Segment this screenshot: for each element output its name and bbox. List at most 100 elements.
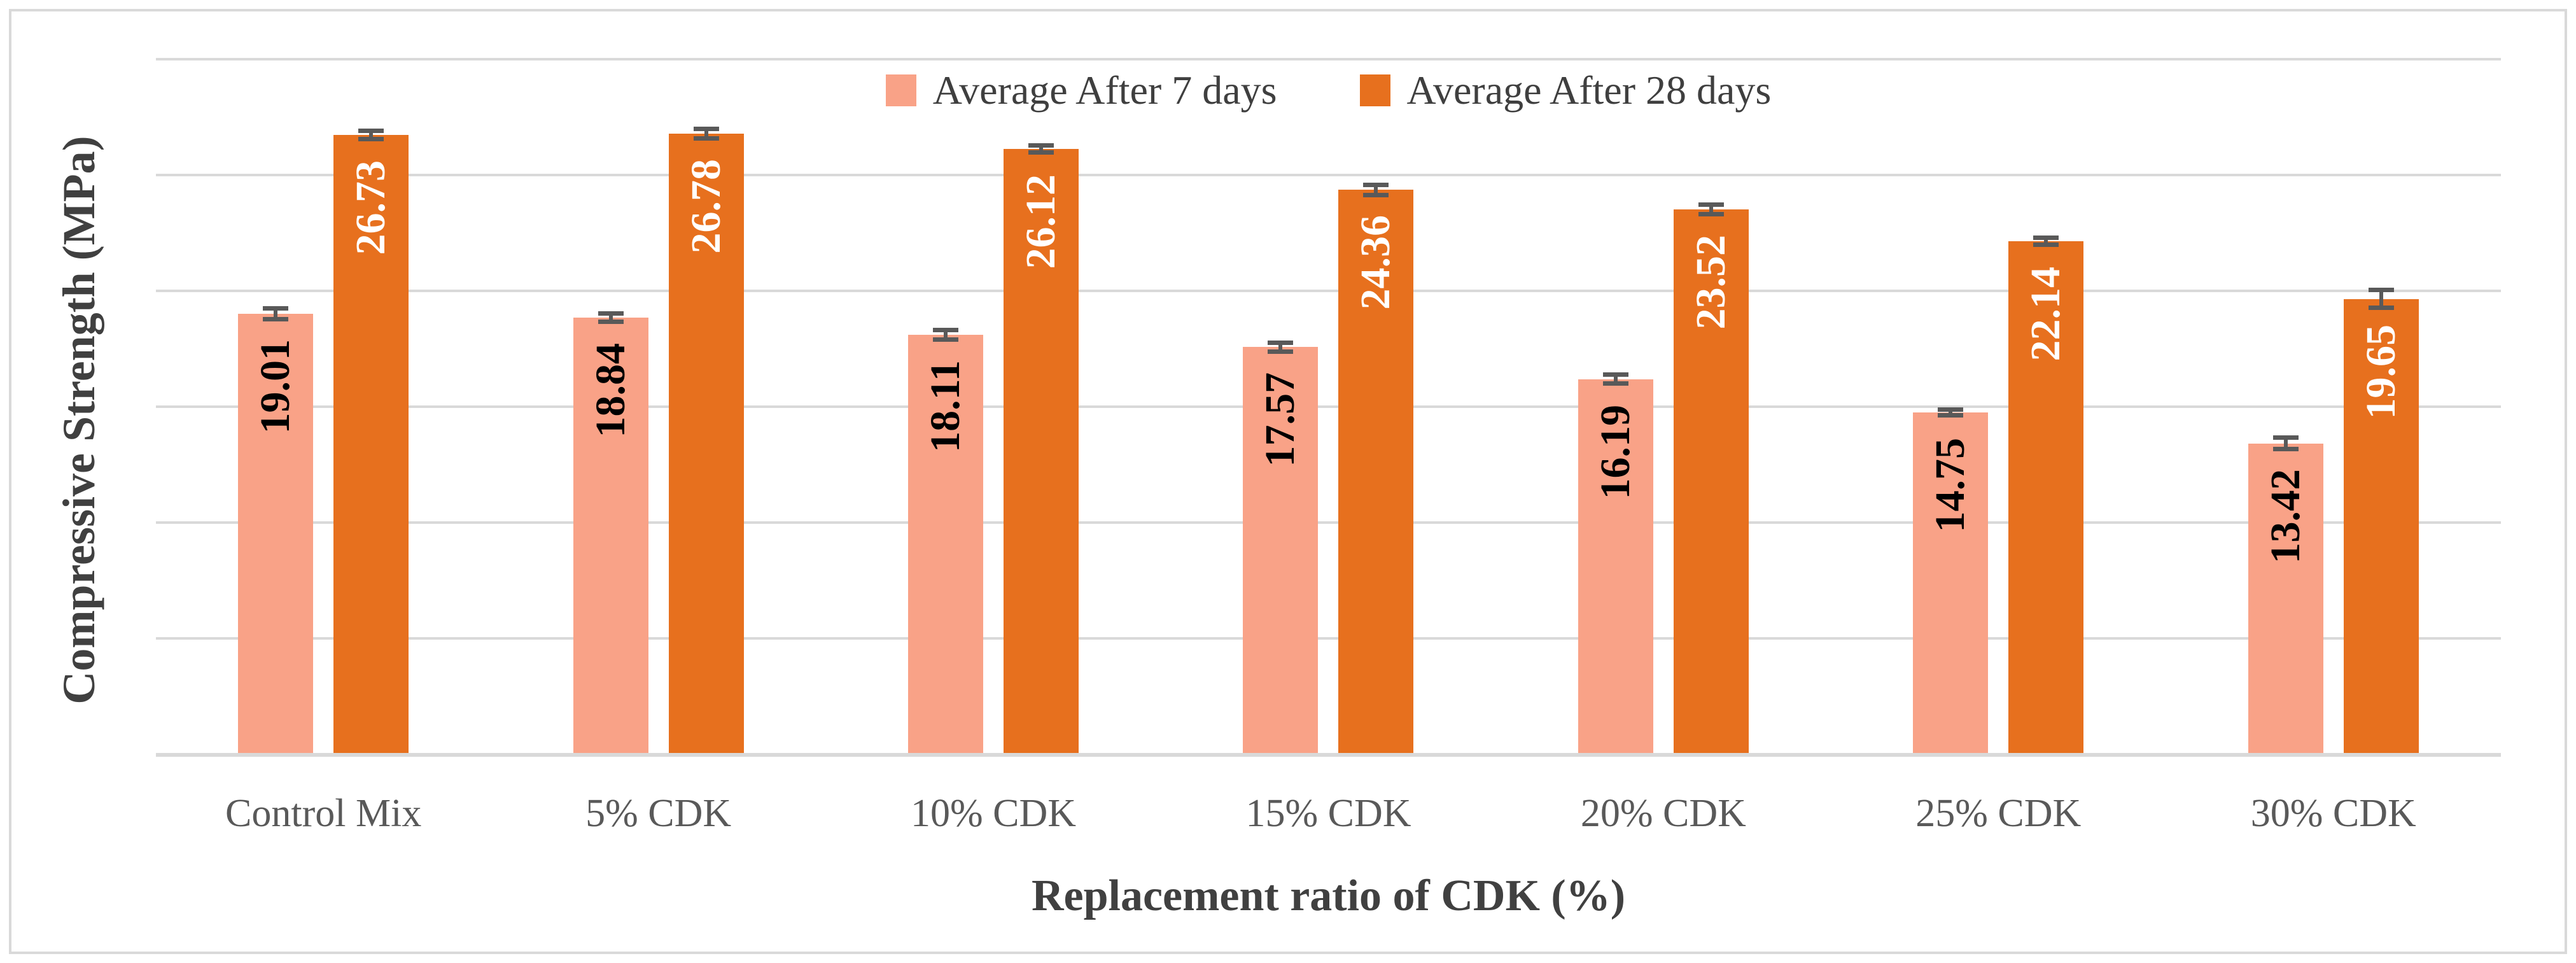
- error-bar-top-cap: [1602, 372, 1628, 377]
- error-bar-stem: [1613, 372, 1618, 386]
- error-bar: [693, 127, 719, 141]
- error-bar: [2033, 235, 2059, 248]
- error-bar-stem: [944, 327, 948, 342]
- bar: 14.75: [1913, 412, 1989, 754]
- bar-value-label: 26.73: [347, 160, 395, 255]
- bar: 18.84: [573, 318, 648, 754]
- error-bar: [1268, 340, 1294, 355]
- x-axis-title: Replacement ratio of CDK (%): [1031, 871, 1626, 920]
- bar-value-label: 17.57: [1257, 372, 1304, 467]
- y-axis-title: Compressive Strength (MPa): [53, 136, 104, 705]
- bar-group: 19.01 26.73: [156, 59, 491, 754]
- category-label: 15% CDK: [1245, 792, 1411, 835]
- bar-group: 14.75 22.14: [1831, 59, 2166, 754]
- error-bar: [2272, 435, 2299, 452]
- error-bar-top-cap: [1268, 340, 1294, 345]
- error-bar-bottom-cap: [933, 337, 959, 342]
- category-label: 5% CDK: [585, 792, 732, 835]
- bar: 16.19: [1578, 379, 1653, 754]
- error-bar-stem: [704, 127, 708, 141]
- bar-group: 18.11 26.12: [826, 59, 1161, 754]
- bar-value-label: 16.19: [1592, 404, 1639, 500]
- bar: 23.52: [1673, 209, 1749, 754]
- error-bar-bottom-cap: [358, 137, 384, 142]
- error-bar-top-cap: [1698, 202, 1724, 207]
- error-bar-bottom-cap: [263, 317, 289, 322]
- category-label: 30% CDK: [2250, 792, 2416, 835]
- error-bar: [598, 311, 624, 325]
- error-bar-stem: [369, 128, 374, 142]
- error-bar: [1938, 407, 1964, 418]
- legend-item: Average After 7 days: [885, 67, 1277, 114]
- gridline: [156, 637, 2501, 640]
- error-bar-bottom-cap: [2368, 306, 2394, 311]
- error-bar-stem: [2283, 435, 2288, 452]
- bar-value-label: 14.75: [1927, 438, 1974, 533]
- error-bar-bottom-cap: [2033, 243, 2059, 248]
- bar: 24.36: [1338, 190, 1414, 754]
- legend-swatch: [885, 74, 916, 106]
- error-bar-bottom-cap: [2272, 447, 2299, 452]
- error-bar: [1602, 372, 1628, 386]
- error-bar-stem: [2379, 288, 2383, 311]
- error-bar: [358, 128, 384, 142]
- error-bar-stem: [2044, 235, 2048, 248]
- error-bar-stem: [1278, 340, 1283, 355]
- error-bar-top-cap: [2272, 435, 2299, 440]
- error-bar-top-cap: [1028, 143, 1054, 148]
- error-bar-stem: [1374, 182, 1378, 197]
- legend-label: Average After 28 days: [1406, 67, 1772, 113]
- gridline: [156, 174, 2501, 176]
- category-label: 10% CDK: [911, 792, 1077, 835]
- error-bar-stem: [1709, 202, 1713, 216]
- bar: 17.57: [1243, 347, 1319, 754]
- category-label: 20% CDK: [1580, 792, 1746, 835]
- category-label: 25% CDK: [1915, 792, 2082, 835]
- error-bar: [1363, 182, 1389, 197]
- x-axis-line: [156, 753, 2501, 757]
- error-bar-top-cap: [1363, 182, 1389, 187]
- bar: 13.42: [2248, 443, 2323, 754]
- error-bar-bottom-cap: [1602, 381, 1628, 386]
- error-bar-bottom-cap: [1698, 211, 1724, 216]
- bar-value-label: 24.36: [1352, 215, 1399, 310]
- error-bar-top-cap: [933, 327, 959, 332]
- error-bar-bottom-cap: [1938, 413, 1964, 418]
- bar-value-label: 13.42: [2262, 468, 2309, 564]
- error-bar-top-cap: [358, 128, 384, 133]
- bar-value-label: 23.52: [1687, 234, 1734, 330]
- error-bar-bottom-cap: [1363, 192, 1389, 197]
- bar-value-label: 19.01: [252, 339, 299, 434]
- bar-group: 17.57 24.36: [1161, 59, 1495, 754]
- bar: 19.65: [2343, 299, 2419, 754]
- bar-group: 16.19 23.52: [1496, 59, 1831, 754]
- bar: 26.78: [668, 134, 744, 754]
- error-bar-bottom-cap: [1028, 150, 1054, 155]
- bar: 22.14: [2008, 241, 2084, 754]
- bar-groups: 19.01 26.73 18.84 26.78 18.11 26.12 17.57 24.36…: [156, 59, 2501, 754]
- bar: 26.12: [1004, 149, 1079, 754]
- error-bar: [2368, 288, 2394, 311]
- error-bar-stem: [1949, 407, 1953, 418]
- bar-value-label: 22.14: [2022, 267, 2069, 362]
- error-bar: [1028, 143, 1054, 155]
- error-bar-top-cap: [2368, 288, 2394, 293]
- bar-value-label: 19.65: [2357, 324, 2404, 419]
- error-bar-bottom-cap: [693, 136, 719, 141]
- error-bar-top-cap: [2033, 235, 2059, 240]
- bar: 18.11: [908, 334, 984, 754]
- error-bar-top-cap: [598, 311, 624, 316]
- error-bar-stem: [1039, 143, 1044, 155]
- error-bar-top-cap: [263, 306, 289, 311]
- x-axis-category-labels: Control Mix 5% CDK 10% CDK 15% CDK 20% CDK 25…: [156, 791, 2501, 836]
- bar: 26.73: [333, 135, 409, 754]
- bar-value-label: 26.12: [1018, 174, 1065, 269]
- gridline: [156, 290, 2501, 292]
- bar: 19.01: [238, 314, 314, 754]
- legend-item: Average After 28 days: [1359, 67, 1772, 114]
- error-bar: [263, 306, 289, 322]
- bar-value-label: 18.11: [922, 360, 969, 453]
- legend-swatch: [1359, 74, 1390, 106]
- gridline: [156, 58, 2501, 60]
- legend-label: Average After 7 days: [932, 67, 1277, 113]
